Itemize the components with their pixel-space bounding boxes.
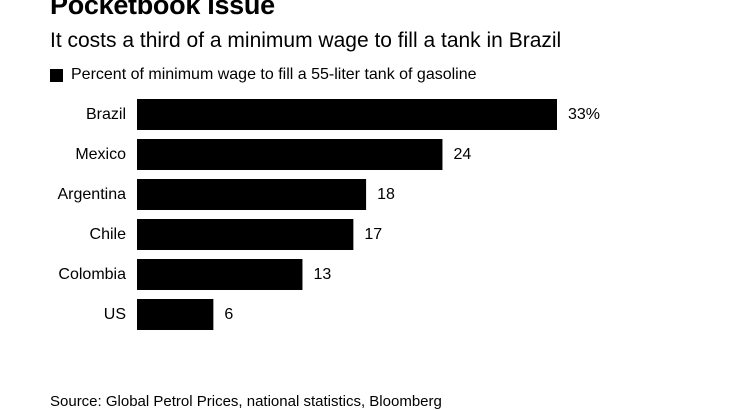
bar-chile (137, 219, 354, 250)
value-label-colombia: 13 (313, 266, 331, 283)
bar-us (137, 299, 214, 330)
chart-subtitle: It costs a third of a minimum wage to fi… (50, 29, 562, 52)
value-label-mexico: 24 (453, 146, 471, 163)
bar-mexico (137, 139, 443, 170)
bar-chart: Brazil 33% Mexico 24 Argentina 18 Chile 17 Colom… (58, 99, 600, 330)
legend: Percent of minimum wage to fill a 55-lit… (50, 66, 477, 84)
bar-colombia (137, 259, 303, 290)
category-label-argentina: Argentina (58, 186, 127, 203)
category-label-chile: Chile (90, 226, 127, 243)
value-label-brazil: 33% (568, 106, 600, 123)
category-label-brazil: Brazil (86, 106, 126, 123)
source-note: Source: Global Petrol Prices, national s… (50, 393, 442, 410)
legend-swatch (50, 68, 63, 82)
value-label-us: 6 (224, 306, 233, 323)
bar-argentina (137, 179, 367, 210)
legend-label: Percent of minimum wage to fill a 55-lit… (71, 66, 477, 83)
value-label-argentina: 18 (377, 186, 395, 203)
chart-title: Pocketbook Issue (50, 0, 275, 20)
category-label-colombia: Colombia (58, 266, 126, 283)
category-label-mexico: Mexico (75, 146, 126, 163)
bar-brazil (137, 99, 557, 130)
category-label-us: US (104, 306, 126, 323)
value-label-chile: 17 (364, 226, 382, 243)
